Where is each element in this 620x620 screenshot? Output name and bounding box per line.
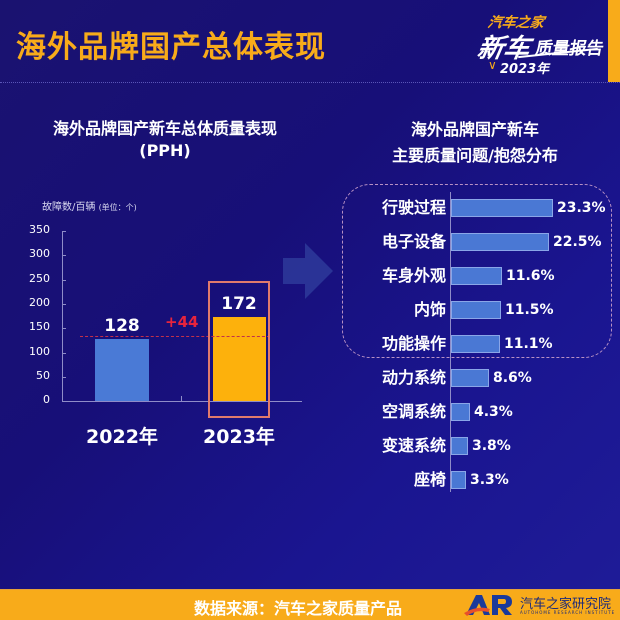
ar-logo-icon — [464, 595, 512, 616]
page-title: 海外品牌国产总体表现 — [16, 30, 326, 65]
reference-line — [80, 336, 270, 337]
x-label-2023: 2023年 — [203, 426, 275, 448]
issue-row: 动力系统 8.6% — [340, 367, 620, 389]
y-tick: 250 — [29, 272, 50, 285]
issue-value: 11.5% — [505, 302, 554, 318]
issue-bar — [451, 471, 466, 489]
issue-label: 内饰 — [413, 300, 446, 319]
x-label-2022: 2022年 — [86, 426, 158, 448]
issue-row: 行驶过程 23.3% — [340, 197, 620, 219]
issue-label: 座椅 — [413, 470, 446, 489]
right-chart-axis — [450, 192, 451, 492]
issue-row: 变速系统 3.8% — [340, 435, 620, 457]
issue-bar — [451, 335, 500, 353]
unit-note: (单位：个) — [98, 203, 137, 212]
report-logo: 汽车之家 新车 质量报告 ∨ 2023年 — [475, 12, 608, 78]
x-axis — [62, 401, 302, 402]
issue-value: 3.3% — [470, 472, 509, 488]
y-tick-mark — [62, 328, 66, 329]
right-chart-title-line2: 主要质量问题/抱怨分布 — [392, 146, 558, 165]
issue-bar — [451, 199, 553, 217]
issue-value: 8.6% — [493, 370, 532, 386]
y-tick-mark — [62, 231, 66, 232]
left-chart-title-line2: (PPH) — [139, 141, 191, 160]
y-axis — [62, 231, 63, 402]
institute-name-en: AUTOHOME RESEARCH INSTITUTE — [520, 610, 616, 615]
issue-label: 变速系统 — [381, 436, 446, 455]
issue-row: 空调系统 4.3% — [340, 401, 620, 423]
issue-row: 内饰 11.5% — [340, 299, 620, 321]
accent-strip — [608, 0, 620, 82]
y-tick-mark — [62, 255, 66, 256]
issue-row: 功能操作 11.1% — [340, 333, 620, 355]
issue-value: 11.1% — [504, 336, 553, 352]
footer: 数据来源：汽车之家质量产品 汽车之家研究院 AUTOHOME RESEARCH … — [0, 589, 620, 620]
right-chart-title-line1: 海外品牌国产新车 — [410, 120, 539, 139]
issue-value: 11.6% — [506, 268, 555, 284]
issue-bar — [451, 267, 502, 285]
y-tick: 350 — [29, 223, 50, 236]
check-mark-icon: ∨ — [488, 58, 497, 72]
bar-2023 — [213, 317, 266, 401]
issue-label: 行驶过程 — [381, 198, 446, 217]
y-tick: 300 — [29, 247, 50, 260]
y-axis-unit: 故障数/百辆 (单位：个) — [42, 198, 137, 213]
issue-label: 车身外观 — [381, 266, 446, 285]
issue-value: 22.5% — [553, 234, 602, 250]
issue-label: 空调系统 — [381, 402, 446, 421]
issue-bar — [451, 233, 549, 251]
issue-label: 动力系统 — [381, 368, 446, 387]
highlight-box — [208, 281, 270, 418]
y-tick-mark — [62, 304, 66, 305]
y-tick: 200 — [29, 296, 50, 309]
y-tick-mark — [62, 353, 66, 354]
issue-row: 电子设备 22.5% — [340, 231, 620, 253]
bar-2022 — [95, 339, 149, 401]
delta-label: +44 — [165, 313, 199, 331]
issue-value: 23.3% — [557, 200, 606, 216]
logo-year: 2023年 — [500, 62, 550, 77]
issue-bar — [451, 301, 501, 319]
y-tick: 150 — [29, 320, 50, 333]
issue-bar — [451, 369, 489, 387]
y-tick: 100 — [29, 345, 50, 358]
y-tick: 0 — [43, 393, 50, 406]
left-chart-title: 海外品牌国产新车总体质量表现 (PPH) — [20, 118, 310, 162]
y-tick-mark — [62, 377, 66, 378]
institute-name: 汽车之家研究院 — [520, 597, 612, 612]
arrow-right-icon — [283, 243, 333, 299]
left-chart-title-line1: 海外品牌国产新车总体质量表现 — [52, 119, 277, 138]
issue-row: 座椅 3.3% — [340, 469, 620, 491]
issue-label: 功能操作 — [381, 334, 446, 353]
issue-bar — [451, 403, 470, 421]
issue-label: 电子设备 — [381, 232, 446, 251]
issue-value: 4.3% — [474, 404, 513, 420]
right-chart-title: 海外品牌国产新车 主要质量问题/抱怨分布 — [330, 117, 620, 169]
header-divider — [0, 82, 620, 83]
x-tick-mark — [181, 396, 182, 401]
unit-label: 故障数/百辆 — [42, 202, 96, 213]
top5-highlight-box — [342, 184, 612, 358]
bar-2022-value: 128 — [104, 316, 140, 336]
y-tick: 50 — [36, 369, 50, 382]
issue-value: 3.8% — [472, 438, 511, 454]
data-source: 数据来源：汽车之家质量产品 — [194, 599, 403, 618]
bar-2023-value: 172 — [221, 294, 257, 314]
issue-row: 车身外观 11.6% — [340, 265, 620, 287]
y-tick-mark — [62, 280, 66, 281]
issue-bar — [451, 437, 468, 455]
